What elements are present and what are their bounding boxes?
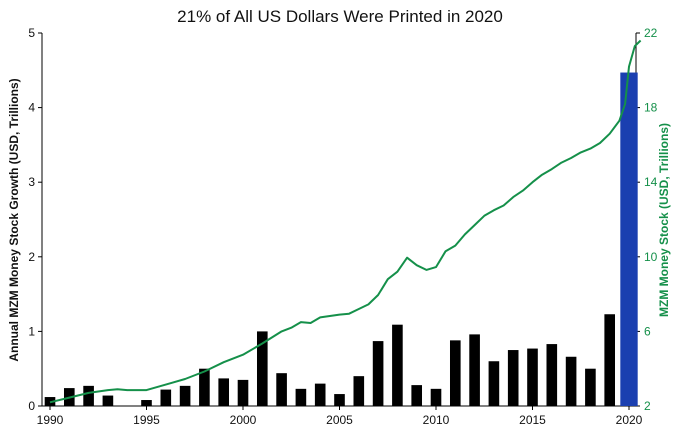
bar — [604, 314, 616, 406]
bar — [469, 334, 480, 406]
x-tick-label: 2010 — [423, 413, 450, 427]
bar — [411, 385, 423, 406]
bar — [102, 395, 114, 406]
y-tick-label: 4 — [28, 101, 35, 115]
x-tick-label: 1990 — [37, 413, 64, 427]
bar — [430, 388, 442, 406]
bar-highlight — [620, 72, 638, 407]
bar — [334, 394, 345, 406]
y2-tick-label: 18 — [644, 101, 658, 115]
y-tick-label: 5 — [28, 26, 35, 40]
bar — [507, 350, 519, 406]
bar — [199, 368, 210, 406]
y-tick-label: 2 — [28, 250, 35, 264]
x-tick-label: 1995 — [133, 413, 160, 427]
bar — [527, 348, 538, 406]
x-tick-label: 2005 — [326, 413, 353, 427]
x-tick-label: 2000 — [230, 413, 257, 427]
bar — [160, 389, 172, 406]
plot-area: 0 1 2 3 4 5 2 6 10 14 18 22 1990 1995 2000 2005 2010 2015… — [28, 26, 657, 427]
x-tick-label: 2015 — [519, 413, 546, 427]
y-tick-label: 0 — [28, 399, 35, 413]
bar — [179, 385, 191, 406]
bar — [256, 331, 268, 406]
bar — [218, 378, 230, 406]
bar — [314, 383, 326, 406]
bar — [295, 388, 307, 406]
bar — [141, 400, 152, 406]
bar — [488, 361, 500, 406]
bar — [392, 324, 403, 406]
bar — [372, 341, 384, 406]
bar — [585, 368, 596, 406]
bar — [83, 385, 94, 406]
y2-tick-label: 14 — [644, 175, 658, 189]
bar — [276, 373, 287, 406]
mzm-stock-line — [49, 39, 642, 404]
y2-tick-label: 22 — [644, 26, 658, 40]
y-axis-right-label: MZM Money Stock (USD, Trillions) — [657, 123, 671, 317]
bar — [546, 344, 558, 406]
y2-tick-label: 10 — [644, 250, 658, 264]
chart-title: 21% of All US Dollars Were Printed in 20… — [177, 7, 503, 26]
bar — [565, 356, 577, 406]
y2-tick-label: 2 — [644, 399, 651, 413]
y-tick-label: 1 — [28, 324, 35, 338]
bar — [449, 340, 461, 406]
y2-tick-label: 6 — [644, 324, 651, 338]
bar — [353, 376, 365, 406]
y-axis-left-label: Annual MZM Money Stock Growth (USD, Tril… — [7, 78, 21, 361]
bar — [237, 379, 249, 406]
x-tick-label: 2020 — [616, 413, 643, 427]
y-tick-label: 3 — [28, 175, 35, 189]
